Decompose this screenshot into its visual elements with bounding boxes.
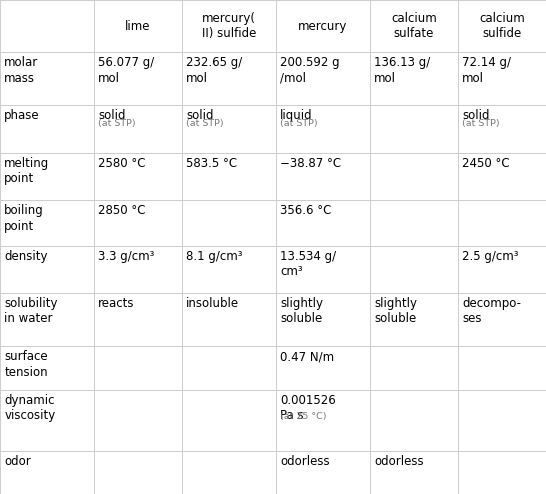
Text: slightly
soluble: slightly soluble	[375, 297, 417, 326]
Text: phase: phase	[4, 109, 40, 123]
Text: surface
tension: surface tension	[4, 350, 48, 379]
Text: solid: solid	[462, 109, 490, 123]
Text: density: density	[4, 249, 48, 262]
Text: 232.65 g/
mol: 232.65 g/ mol	[186, 56, 242, 84]
Text: molar
mass: molar mass	[4, 56, 39, 84]
Text: solid: solid	[186, 109, 214, 123]
Text: liquid: liquid	[280, 109, 313, 123]
Text: 356.6 °C: 356.6 °C	[280, 205, 332, 217]
Text: (at STP): (at STP)	[280, 119, 318, 128]
Text: slightly
soluble: slightly soluble	[280, 297, 323, 326]
Text: 136.13 g/
mol: 136.13 g/ mol	[375, 56, 431, 84]
Text: dynamic
viscosity: dynamic viscosity	[4, 394, 56, 422]
Text: 3.3 g/cm³: 3.3 g/cm³	[98, 249, 155, 262]
Text: (at STP): (at STP)	[186, 119, 224, 128]
Text: 72.14 g/
mol: 72.14 g/ mol	[462, 56, 512, 84]
Text: solid: solid	[98, 109, 126, 123]
Text: 2.5 g/cm³: 2.5 g/cm³	[462, 249, 519, 262]
Text: 56.077 g/
mol: 56.077 g/ mol	[98, 56, 155, 84]
Text: −38.87 °C: −38.87 °C	[280, 157, 341, 170]
Text: decompo-
ses: decompo- ses	[462, 297, 521, 326]
Text: 13.534 g/
cm³: 13.534 g/ cm³	[280, 249, 336, 278]
Text: melting
point: melting point	[4, 157, 50, 185]
Text: mercury(
II) sulfide: mercury( II) sulfide	[202, 12, 256, 41]
Text: boiling
point: boiling point	[4, 205, 44, 233]
Text: lime: lime	[125, 20, 151, 33]
Text: (at STP): (at STP)	[462, 119, 500, 128]
Text: solubility
in water: solubility in water	[4, 297, 58, 326]
Text: reacts: reacts	[98, 297, 135, 310]
Text: odor: odor	[4, 454, 31, 467]
Text: 0.001526
Pa s: 0.001526 Pa s	[280, 394, 336, 422]
Text: calcium
sulfide: calcium sulfide	[479, 12, 525, 41]
Text: 2450 °C: 2450 °C	[462, 157, 510, 170]
Text: 583.5 °C: 583.5 °C	[186, 157, 238, 170]
Text: mercury: mercury	[298, 20, 348, 33]
Text: insoluble: insoluble	[186, 297, 240, 310]
Text: odorless: odorless	[280, 454, 330, 467]
Text: odorless: odorless	[375, 454, 424, 467]
Text: 200.592 g
/mol: 200.592 g /mol	[280, 56, 340, 84]
Text: 2580 °C: 2580 °C	[98, 157, 146, 170]
Text: 2850 °C: 2850 °C	[98, 205, 146, 217]
Text: (at 25 °C): (at 25 °C)	[280, 412, 327, 421]
Text: (at STP): (at STP)	[98, 119, 136, 128]
Text: calcium
sulfate: calcium sulfate	[391, 12, 437, 41]
Text: 0.47 N/m: 0.47 N/m	[280, 350, 335, 363]
Text: 8.1 g/cm³: 8.1 g/cm³	[186, 249, 243, 262]
